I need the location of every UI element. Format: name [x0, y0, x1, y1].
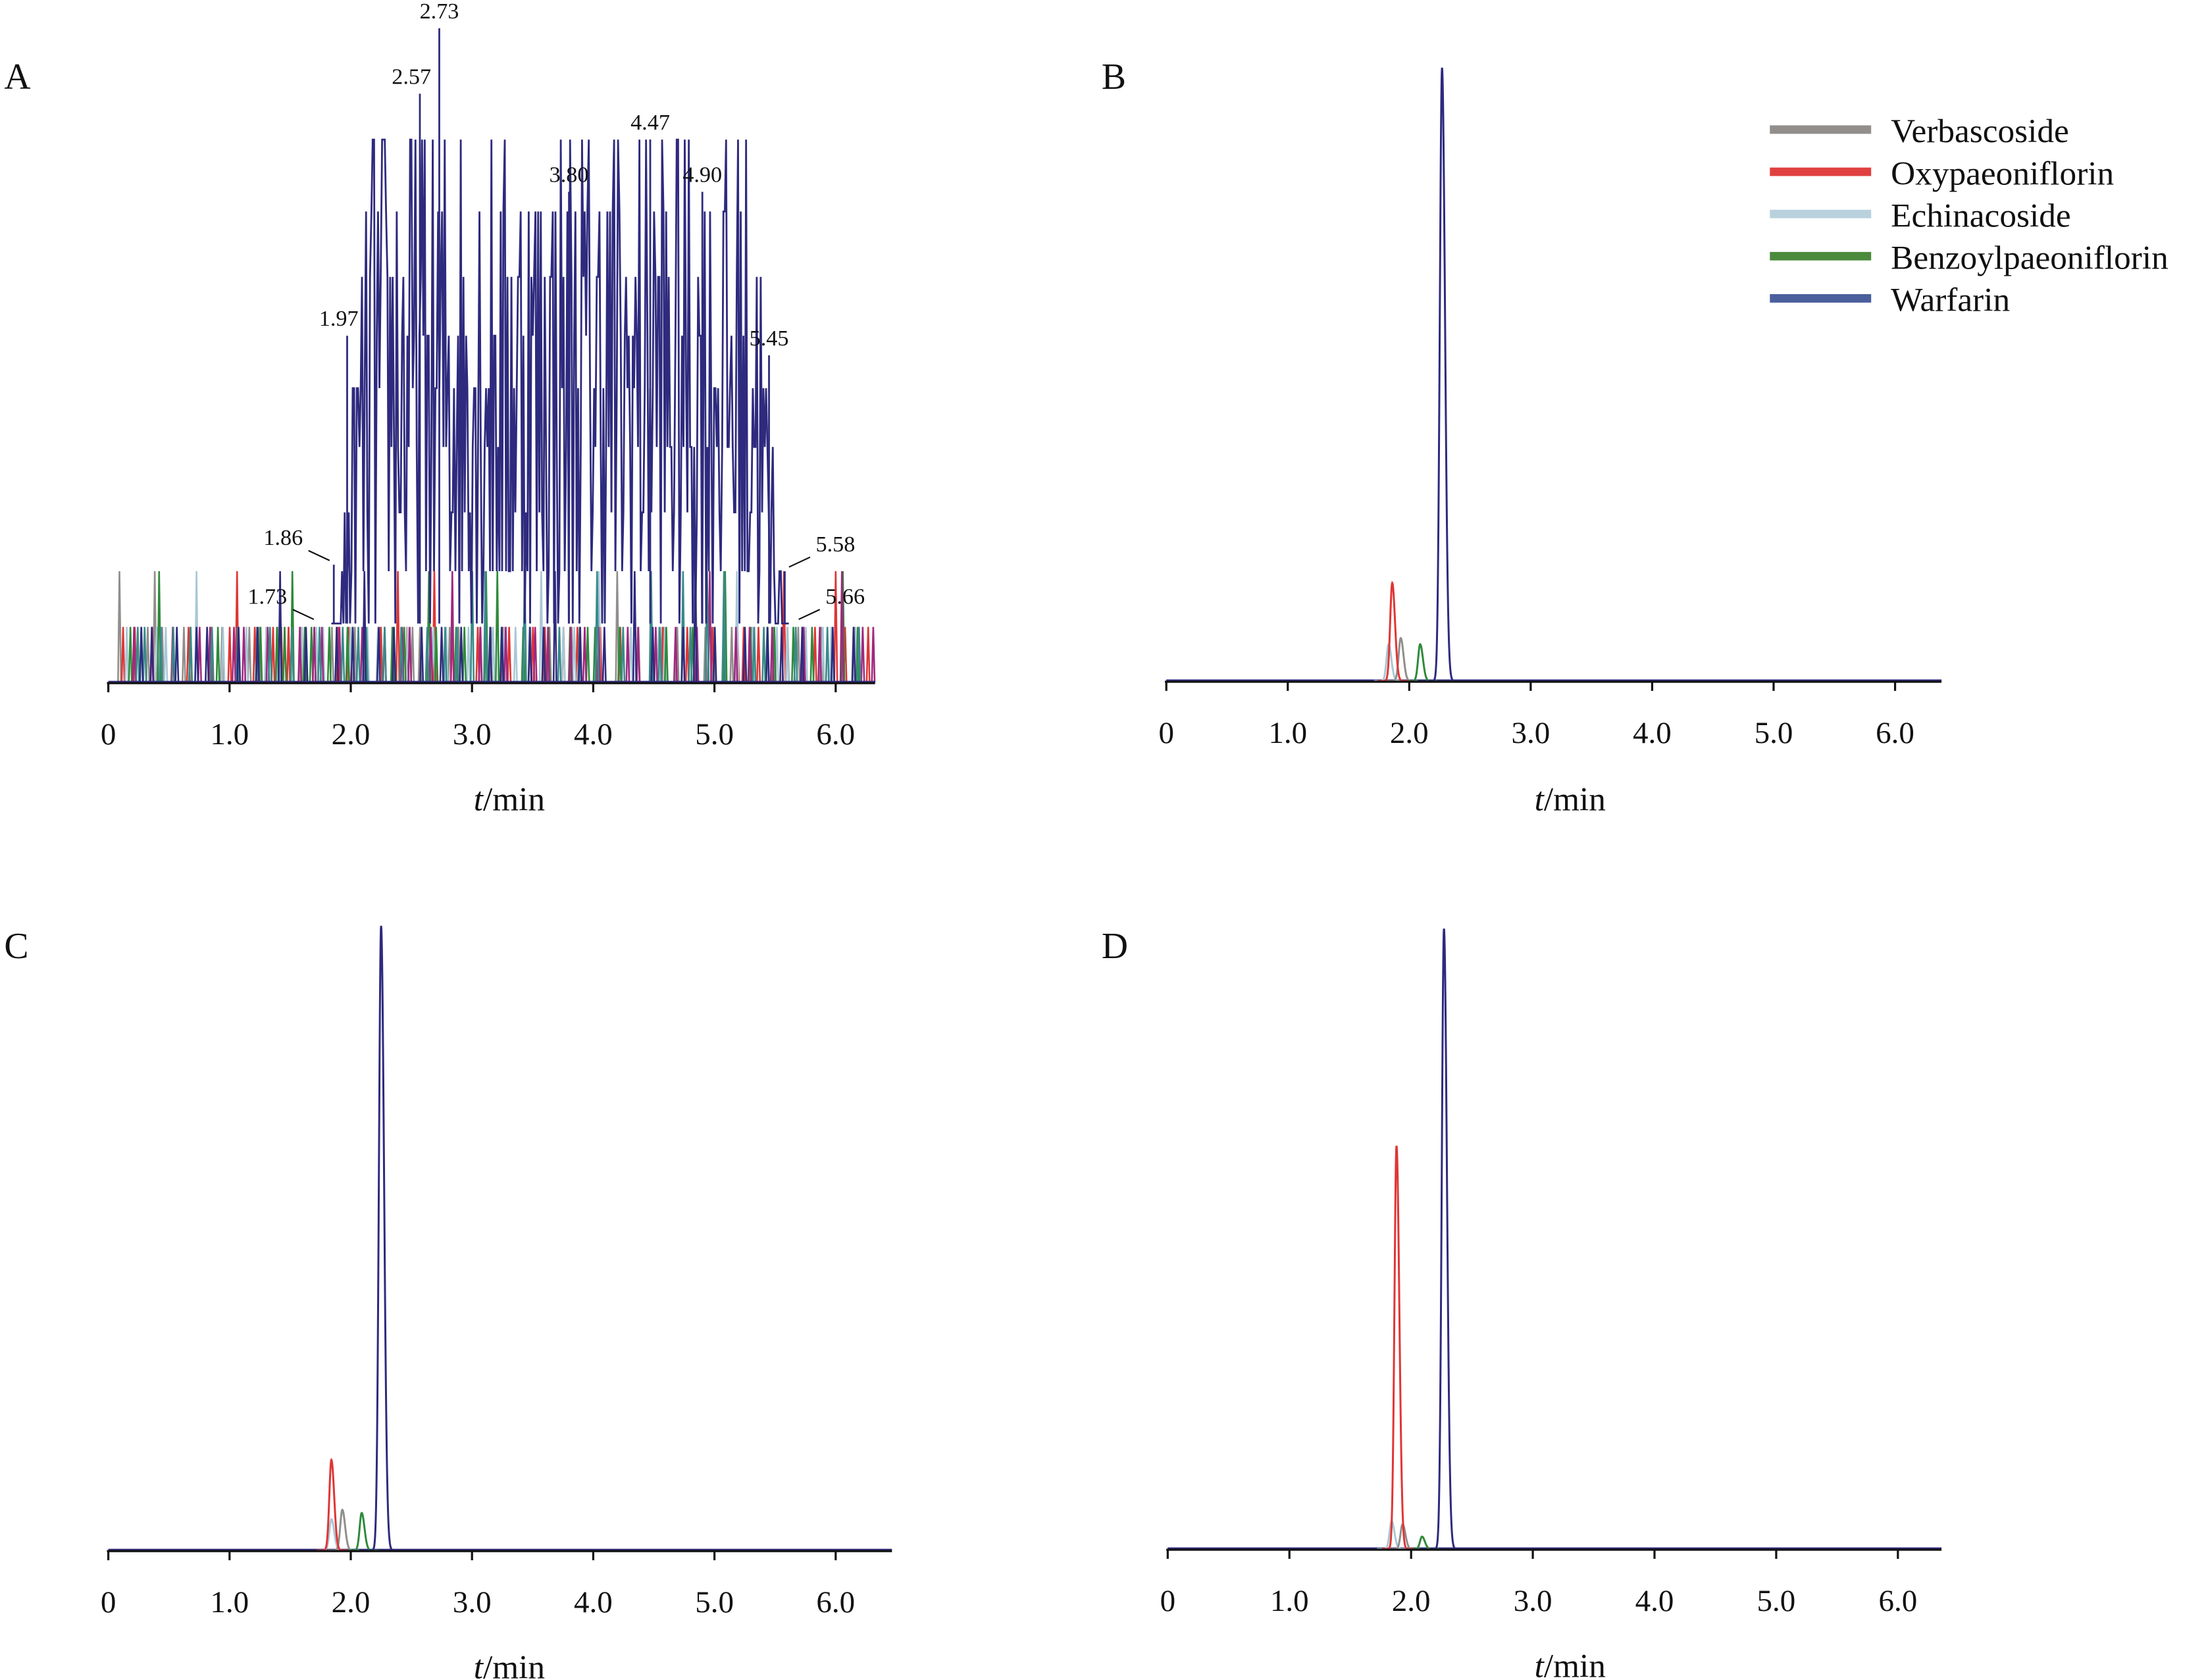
x-axis-label-variable: t [1535, 1647, 1545, 1680]
x-axis-label: t/min [474, 781, 545, 819]
x-tick-label: 6.0 [1876, 716, 1914, 750]
noise-trace-extra [108, 571, 876, 684]
peak-label: 5.58 [816, 532, 856, 557]
legend-label-verbascoside: Verbascoside [1891, 113, 2069, 150]
x-axis-label: t/min [1535, 781, 1606, 819]
peak-verbascoside [328, 1508, 359, 1552]
x-tick-label: 1.0 [1270, 1584, 1309, 1618]
annotation-leader [292, 609, 315, 621]
annotation-leader [308, 549, 330, 561]
peak-benzoylpaeoniflorin [1407, 1535, 1439, 1550]
x-tick-label: 3.0 [1514, 1584, 1552, 1618]
x-axis-label-unit: /min [483, 1649, 545, 1680]
x-axis-label-variable: t [1535, 781, 1545, 819]
x-tick-label: 0 [1158, 716, 1174, 750]
x-tick-label: 6.0 [1878, 1584, 1917, 1618]
x-tick-label: 2.0 [1392, 1584, 1431, 1618]
peak-label: 1.97 [319, 307, 359, 331]
x-tick-label: 4.0 [1633, 716, 1672, 750]
x-axis-label-unit: /min [1544, 1647, 1606, 1680]
x-axis-label-unit: /min [483, 781, 545, 819]
x-tick-label: 5.0 [1757, 1584, 1796, 1618]
peak-label: 1.73 [247, 585, 287, 609]
legend-label-oxypaeoniflorin: Oxypaeoniflorin [1891, 155, 2114, 192]
x-tick-label: 0 [1160, 1584, 1176, 1618]
legend-label-warfarin: Warfarin [1891, 282, 2010, 319]
x-tick-label: 5.0 [695, 1585, 734, 1619]
peak-warfarin [366, 925, 398, 1552]
x-axis-label-unit: /min [1544, 781, 1606, 819]
x-tick-label: 0 [101, 717, 116, 751]
annotation-leader [788, 556, 811, 568]
legend: Verbascoside Oxypaeoniflorin Echinacoside B… [1770, 113, 2168, 319]
x-tick-label: 3.0 [453, 1585, 492, 1619]
peak-benzoylpaeoniflorin [1405, 643, 1437, 682]
panel-letter: B [1102, 57, 1126, 97]
panel-letter: C [4, 926, 28, 967]
x-tick-label: 3.0 [1511, 716, 1550, 750]
peak-warfarin [1429, 928, 1461, 1550]
warfarin-noise-trace [331, 138, 789, 624]
peak-label: 4.90 [682, 163, 722, 188]
x-tick-label: 5.0 [1755, 716, 1793, 750]
x-tick-label: 6.0 [816, 717, 855, 751]
peak-warfarin [1427, 67, 1459, 682]
x-axis-label-variable: t [474, 781, 484, 819]
x-tick-label: 4.0 [574, 717, 613, 751]
x-tick-label: 2.0 [1390, 716, 1429, 750]
x-axis-label: t/min [474, 1649, 545, 1680]
legend-label-echinacoside: Echinacoside [1891, 197, 2070, 234]
legend-label-benzoylpaeoniflorin: Benzoylpaeoniflorin [1891, 240, 2168, 277]
peak-label: 2.73 [420, 0, 459, 24]
peak-oxypaeoniflorin [1381, 1145, 1414, 1550]
x-tick-label: 2.0 [332, 717, 371, 751]
x-tick-label: 3.0 [453, 717, 492, 751]
x-tick-label: 4.0 [574, 1585, 613, 1619]
panel-b: B 0 1.0 2.0 3.0 4.0 5.0 6.0 t/min [1102, 57, 1942, 819]
x-tick-label: 1.0 [210, 717, 249, 751]
peak-label: 4.47 [630, 111, 670, 135]
peak-label: 1.86 [263, 526, 303, 550]
peak-label: 3.80 [550, 163, 589, 188]
peak-echinacoside [317, 1517, 348, 1552]
x-tick-label: 5.0 [695, 717, 734, 751]
x-tick-label: 4.0 [1635, 1584, 1674, 1618]
panel-c: C 0 1.0 2.0 3.0 4.0 5.0 6.0 t/min [4, 925, 892, 1680]
panel-letter: A [4, 57, 30, 97]
x-tick-label: 1.0 [210, 1585, 249, 1619]
x-tick-label: 2.0 [332, 1585, 371, 1619]
annotation-leader [798, 609, 821, 621]
x-axis-label: t/min [1535, 1647, 1606, 1680]
x-tick-label: 6.0 [816, 1585, 855, 1619]
peak-label: 5.66 [825, 585, 865, 609]
panel-a: A 1.73 1.86 1.97 2.57 2.73 3.80 4.47 4.90 5.45 5.5… [4, 0, 876, 819]
panel-d: D 0 1.0 2.0 3.0 4.0 5.0 6.0 t/min [1102, 926, 1942, 1680]
peak-label: 2.57 [392, 64, 431, 89]
peak-label: 5.45 [750, 326, 789, 351]
x-tick-label: 0 [101, 1585, 116, 1619]
x-tick-label: 1.0 [1268, 716, 1307, 750]
x-axis-label-variable: t [474, 1649, 484, 1680]
panel-letter: D [1102, 926, 1128, 967]
peak-oxypaeoniflorin [317, 1458, 348, 1552]
